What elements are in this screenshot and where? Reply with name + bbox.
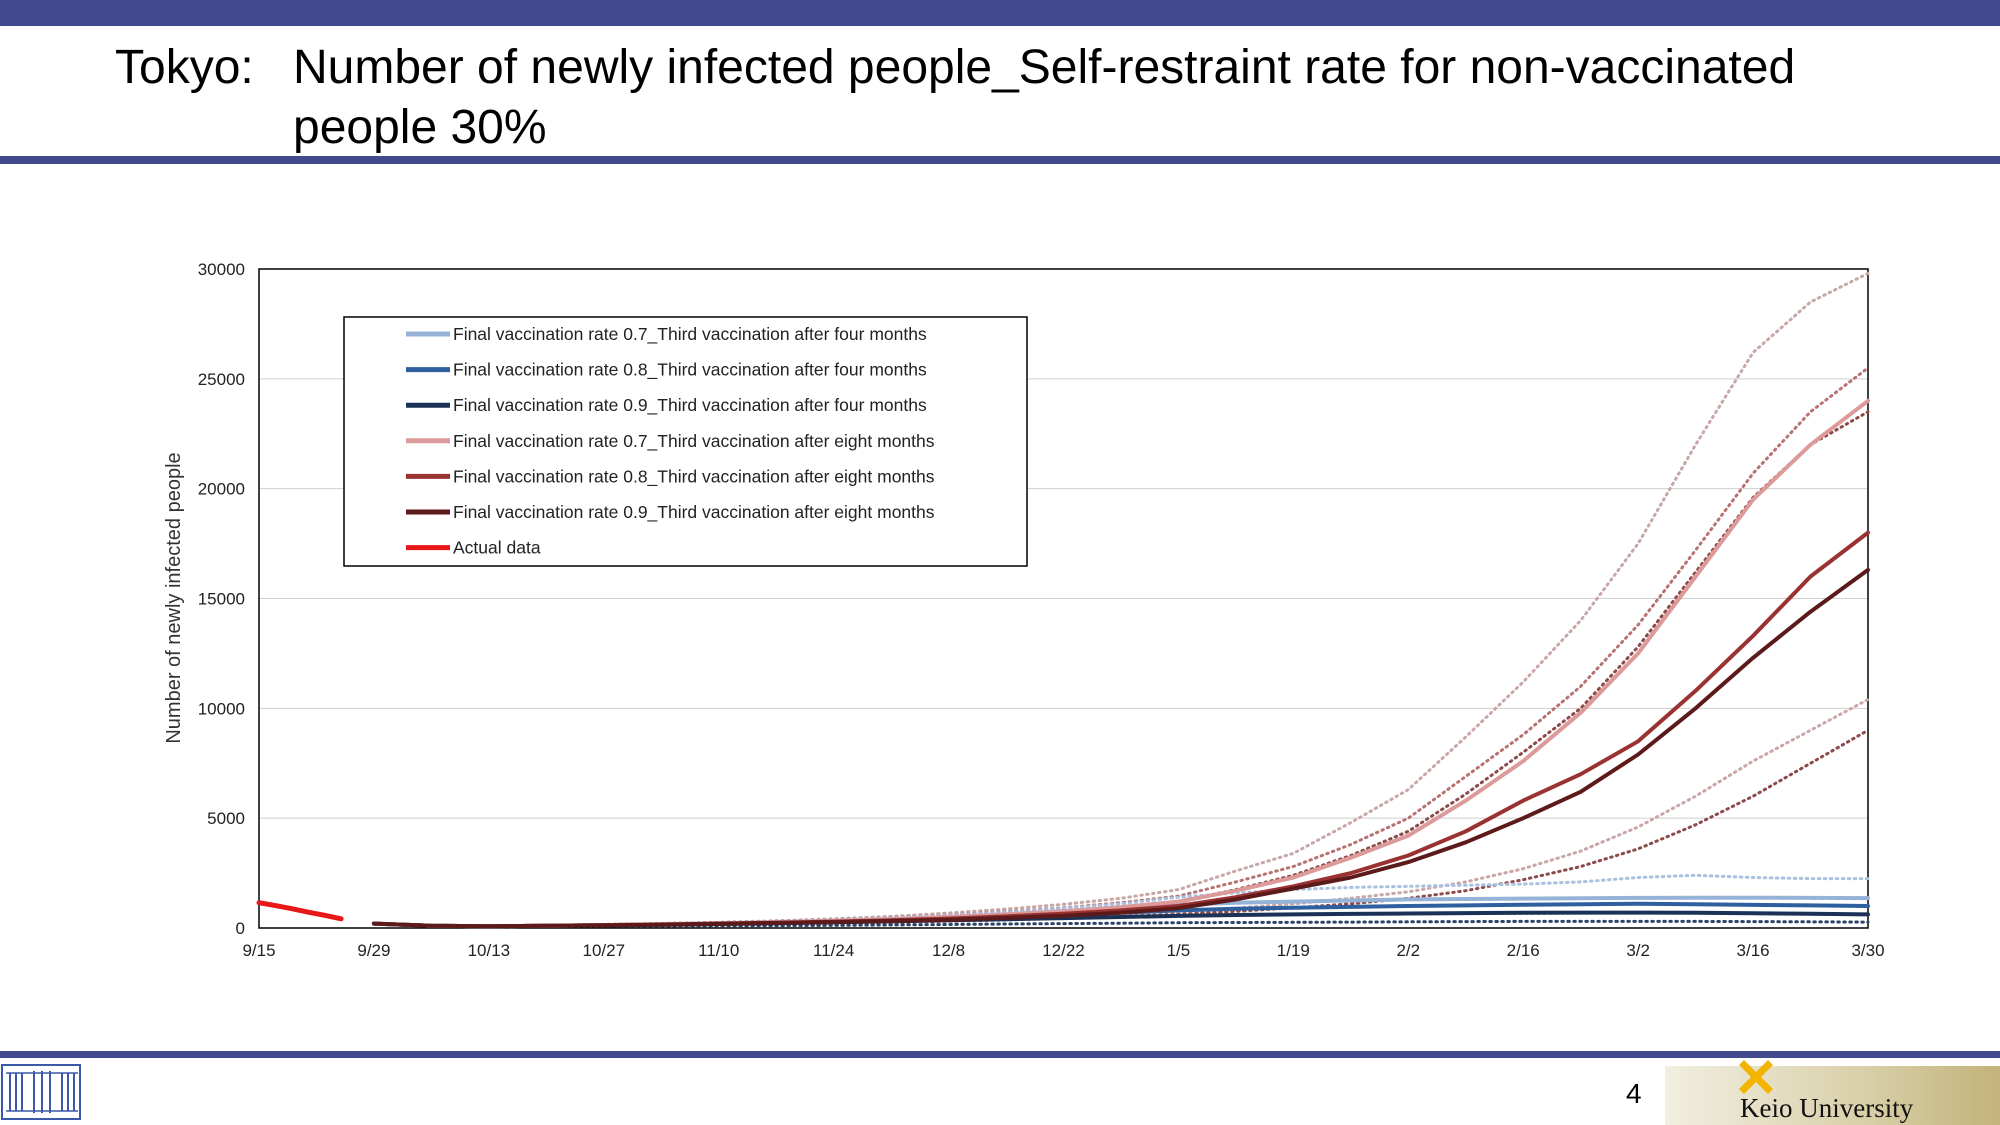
x-tick-labels: 9/15 9/29 10/13 10/27 11/10 11/24 12/8 12/22 1/5… <box>242 941 1884 960</box>
x-tick-label: 11/10 <box>698 941 739 960</box>
x-tick-label: 9/29 <box>357 941 390 960</box>
x-tick-label: 3/2 <box>1626 941 1650 960</box>
x-tick-label: 1/5 <box>1167 941 1191 960</box>
x-tick-label: 3/16 <box>1737 941 1770 960</box>
legend-label: Final vaccination rate 0.7_Third vaccina… <box>453 324 927 345</box>
series-line <box>371 530 1870 929</box>
x-tick-label: 11/24 <box>813 941 854 960</box>
uncertainty-series-line <box>372 728 1870 928</box>
institution-name: Keio University <box>1740 1093 1914 1123</box>
uncertainty-series-line <box>372 271 1870 928</box>
uncertainty-series-line <box>372 410 1870 928</box>
x-tick-label: 3/30 <box>1851 941 1884 960</box>
y-tick-label: 0 <box>236 919 245 938</box>
legend-label: Final vaccination rate 0.7_Third vaccina… <box>453 431 935 452</box>
uncertainty-series-line <box>372 698 1870 928</box>
y-tick-label: 5000 <box>207 809 245 828</box>
legend-label: Final vaccination rate 0.9_Third vaccina… <box>453 502 935 523</box>
plot-frame <box>258 268 1869 929</box>
series-layer <box>256 271 1870 929</box>
x-tick-label: 12/8 <box>932 941 965 960</box>
x-tick-label: 2/2 <box>1396 941 1420 960</box>
title-divider <box>0 156 2000 164</box>
keio-university-logo <box>1665 1060 2000 1125</box>
legend-label: Final vaccination rate 0.8_Third vaccina… <box>453 360 927 381</box>
x-tick-label: 9/15 <box>242 941 275 960</box>
x-tick-label: 10/27 <box>583 941 626 960</box>
x-tick-label: 1/19 <box>1277 941 1310 960</box>
y-tick-label: 15000 <box>198 590 245 609</box>
y-tick-label: 25000 <box>198 370 245 389</box>
legend-label: Final vaccination rate 0.9_Third vaccina… <box>453 395 927 416</box>
series-line <box>256 900 344 922</box>
keio-pen-mark-icon <box>1739 1060 1773 1094</box>
uncertainty-series-line <box>372 366 1870 928</box>
y-tick-labels: 0 5000 10000 15000 20000 25000 30000 <box>198 260 245 938</box>
legend-label: Final vaccination rate 0.8_Third vaccina… <box>453 466 935 487</box>
legend: Final vaccination rate 0.7_Third vaccina… <box>343 316 1028 567</box>
y-tick-label: 20000 <box>198 480 245 499</box>
x-tick-label: 2/16 <box>1507 941 1540 960</box>
title-prefix: Tokyo: <box>115 41 254 94</box>
title-text: Number of newly infected people_Self-res… <box>293 41 1796 154</box>
line-chart: 0 5000 10000 15000 20000 25000 30000 9/15 9/29 1… <box>163 260 1885 960</box>
y-tick-label: 10000 <box>198 699 245 718</box>
y-tick-label: 30000 <box>198 260 245 279</box>
series-line <box>371 567 1870 929</box>
legend-label: Actual data <box>453 538 541 558</box>
x-tick-label: 10/13 <box>468 941 511 960</box>
institute-logo-icon <box>1 1064 81 1120</box>
footer-divider <box>0 1051 2000 1058</box>
y-axis-label: Number of newly infected people <box>163 452 185 743</box>
page-number: 4 <box>1626 1078 1642 1109</box>
top-accent-bar <box>0 0 2000 26</box>
legend-box <box>343 316 1028 567</box>
x-tick-label: 12/22 <box>1042 941 1085 960</box>
uncertainty-series-line <box>372 873 1870 928</box>
